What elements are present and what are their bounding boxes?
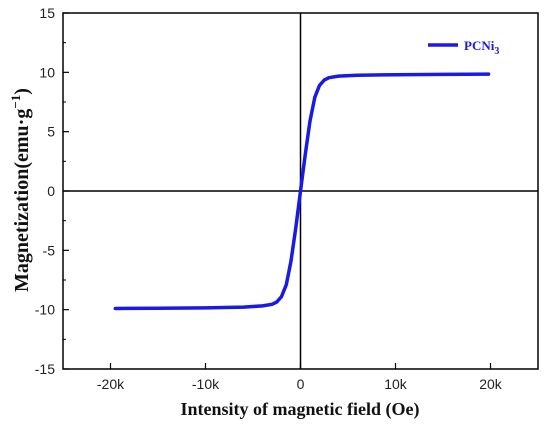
x-axis-title: Intensity of magnetic field (Oe) — [181, 399, 420, 420]
y-axis-ticks: -15 -10 -5 0 5 10 15 — [35, 5, 69, 377]
legend-label: PCNi3 — [464, 38, 499, 57]
series-layer — [113, 72, 491, 311]
series-line-pcni — [113, 72, 491, 311]
x-tick-label: 10k — [384, 376, 408, 392]
y-tick-label: 5 — [47, 124, 55, 140]
x-tick-label: -20k — [97, 376, 125, 392]
y-tick-label: 15 — [39, 5, 55, 21]
legend: PCNi3 — [428, 38, 499, 57]
x-tick-label: 20k — [479, 376, 503, 392]
y-axis-title-close: ) — [11, 88, 33, 95]
y-tick-label: 10 — [39, 64, 55, 80]
y-tick-label: -15 — [35, 361, 55, 377]
y-tick-label: 0 — [47, 183, 55, 199]
y-axis-title-main: Magnetization(emu·g — [11, 109, 33, 292]
x-tick-label: -10k — [192, 376, 220, 392]
y-axis-title-exponent: −1 — [8, 95, 23, 109]
y-tick-label: -5 — [43, 242, 56, 258]
x-axis-ticks: -20k -10k 0 10k 20k — [97, 363, 503, 392]
x-tick-label: 0 — [297, 376, 305, 392]
y-axis-title: Magnetization(emu·g−1) — [8, 88, 33, 292]
y-tick-label: -10 — [35, 302, 55, 318]
